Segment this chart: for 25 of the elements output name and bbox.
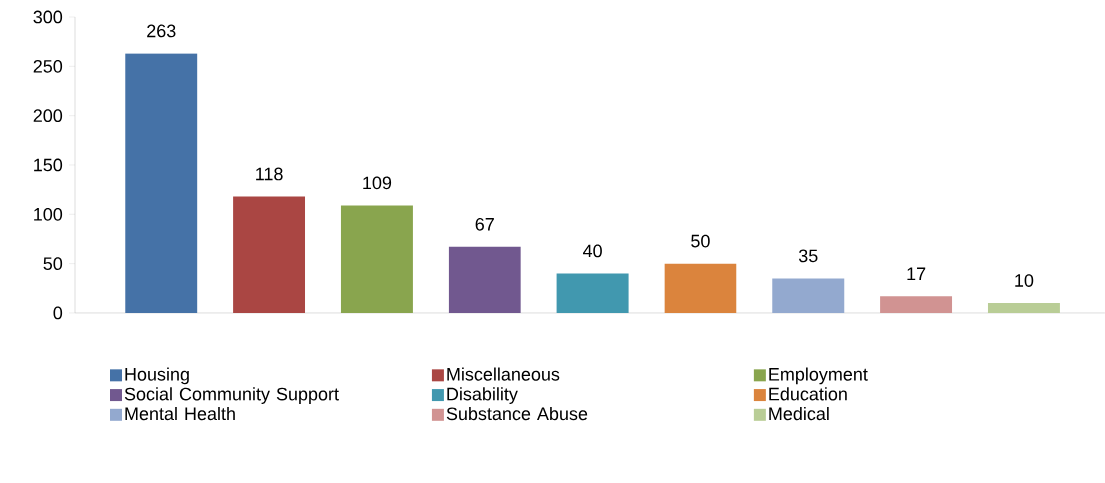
data-label: 17	[907, 267, 926, 281]
legend-label: Education	[769, 387, 847, 401]
data-label: 67	[475, 217, 494, 231]
legend-label: Mental Health	[125, 406, 235, 421]
legend-label: Employment	[769, 367, 868, 385]
y-tick-label: 150	[34, 158, 63, 172]
y-tick-label: 200	[33, 109, 63, 123]
data-label: 40	[582, 244, 602, 258]
legend-label: Housing	[125, 367, 189, 385]
y-tick-label: 300	[33, 10, 63, 24]
y-tick-label: 0	[53, 306, 63, 320]
data-label: 35	[798, 249, 818, 263]
y-tick-label: 250	[33, 59, 63, 73]
data-label: 118	[256, 167, 283, 181]
legend-label: Substance Abuse	[446, 406, 588, 421]
y-tick-label: 50	[43, 257, 63, 271]
legend-label: Disability	[447, 387, 518, 405]
legend-label: Medical	[769, 406, 829, 421]
data-label: 10	[1015, 274, 1034, 287]
data-label: 109	[363, 176, 392, 190]
data-label: 263	[147, 24, 176, 38]
y-tick-label: 100	[34, 207, 63, 221]
legend-label: Miscellaneous	[447, 367, 560, 381]
legend-label: Social Community Support	[124, 387, 339, 405]
data-label: 50	[691, 234, 710, 248]
